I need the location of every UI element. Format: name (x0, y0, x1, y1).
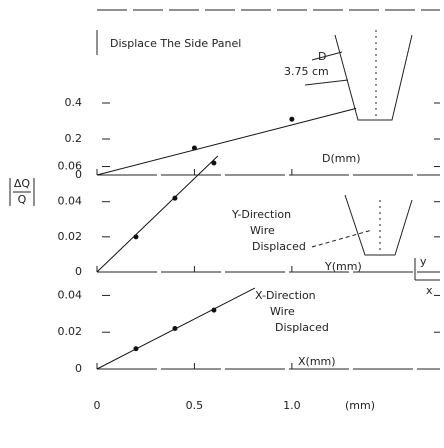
y-axis-label: Q (18, 193, 27, 206)
x-axis-label: X(mm) (298, 355, 336, 368)
annotation: y (420, 255, 427, 268)
y-axis-label: ΔQ (14, 177, 31, 190)
y-tick-label: 0.2 (65, 132, 83, 145)
y-tick-label: 0.02 (58, 325, 83, 338)
y-tick-label: 0 (75, 362, 82, 375)
x-tick-label: 0.5 (186, 399, 204, 412)
y-tick-label: 0.04 (58, 195, 83, 208)
x-tick-label: 1.0 (283, 399, 301, 412)
panel-diagram (344, 194, 413, 256)
y-tick-label: 0 (75, 265, 82, 278)
annotation: Displaced (252, 240, 306, 253)
data-point (172, 195, 178, 201)
data-point (172, 326, 178, 332)
x-unit: (mm) (345, 399, 375, 412)
data-point (133, 234, 139, 240)
y-tick-label: 0.4 (65, 96, 83, 109)
annotation: Wire (250, 224, 275, 237)
x-axis-label: D(mm) (322, 152, 360, 165)
annotation: Y-Direction (231, 208, 291, 221)
data-point (191, 145, 197, 151)
x-tick-label: 0 (94, 399, 101, 412)
annotation: Displace The Side Panel (110, 37, 241, 50)
data-point (133, 346, 139, 352)
fit-line (96, 155, 219, 273)
annotation: 3.75 cm (284, 65, 329, 78)
y-tick-label: 0 (75, 168, 82, 181)
panel-diagram (334, 34, 413, 121)
data-point (211, 307, 217, 313)
annotation: X-Direction (255, 289, 316, 302)
data-point (211, 160, 217, 166)
x-axis-label: Y(mm) (324, 260, 362, 273)
annotation: Wire (270, 305, 295, 318)
y-tick-label: 0.06 (58, 160, 83, 173)
dim-line (304, 79, 349, 86)
data-point (289, 116, 295, 122)
y-tick-label: 0.02 (58, 230, 83, 243)
annotation: x (426, 284, 433, 297)
fit-line (96, 107, 357, 176)
dim-line (311, 51, 343, 61)
annotation: Displaced (275, 321, 329, 334)
pointer (311, 229, 373, 248)
annotation: D (318, 50, 326, 63)
y-tick-label: 0.04 (58, 288, 83, 301)
